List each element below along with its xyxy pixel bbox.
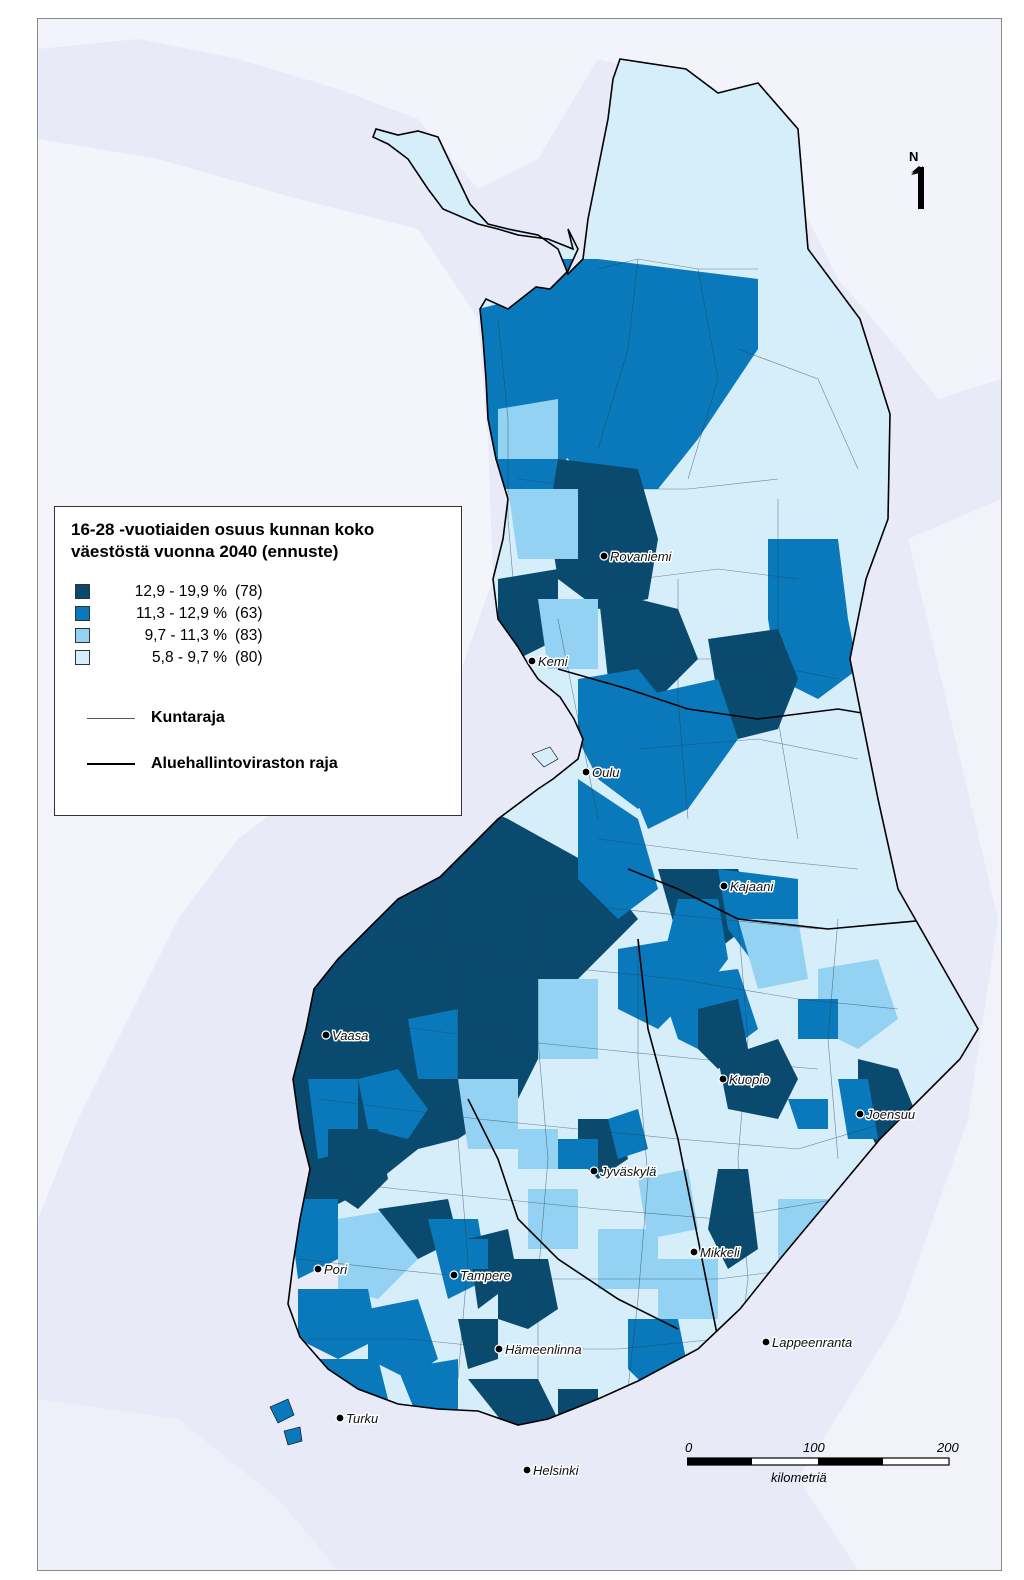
city-tampere: Tampere <box>449 1267 512 1285</box>
legend-region-border-label: Aluehallintoviraston raja <box>151 755 338 772</box>
legend-swatch-4 <box>75 650 90 665</box>
finland-outline <box>287 58 979 1426</box>
city-helsinki: Helsinki <box>522 1462 581 1480</box>
city-rovaniemi: Rovaniemi <box>599 548 674 566</box>
legend-swatch-2 <box>75 606 90 621</box>
scale-tick-0: 0 <box>685 1440 693 1455</box>
legend-count-4: (80) <box>235 649 263 666</box>
city-dot <box>522 1465 532 1475</box>
legend-title-line-2: väestöstä vuonna 2040 (ennuste) <box>71 542 339 561</box>
city-label: Mikkeli <box>700 1245 741 1260</box>
city-dot <box>718 1074 728 1084</box>
legend-class-1: 12,9 - 19,9 % (78) <box>75 583 263 601</box>
legend-class-4: 5,8 - 9,7 % (80) <box>75 649 263 667</box>
city-label: Helsinki <box>533 1463 580 1478</box>
legend-class-2: 11,3 - 12,9 % (63) <box>75 605 263 623</box>
city-label: Kemi <box>538 654 569 669</box>
city-turku: Turku <box>335 1410 380 1428</box>
city-dot <box>589 1166 599 1176</box>
legend-count-1: (78) <box>235 583 263 600</box>
scale-tick-100: 100 <box>803 1440 825 1455</box>
north-arrow: N <box>903 149 933 213</box>
legend-swatch-1 <box>75 584 90 599</box>
city-label: Kuopio <box>729 1072 769 1087</box>
city-vaasa: Vaasa <box>321 1027 370 1045</box>
city-label: Lappeenranta <box>772 1335 852 1350</box>
city-hämeenlinna: Hämeenlinna <box>494 1341 583 1359</box>
city-dot <box>599 551 609 561</box>
city-label: Turku <box>346 1411 378 1426</box>
city-mikkeli: Mikkeli <box>689 1244 742 1262</box>
city-label: Tampere <box>460 1268 511 1283</box>
city-joensuu: Joensuu <box>855 1106 917 1124</box>
legend-swatch-3 <box>75 628 90 643</box>
city-dot <box>689 1247 699 1257</box>
city-label: Pori <box>324 1262 348 1277</box>
city-dot <box>719 881 729 891</box>
city-dot <box>449 1270 459 1280</box>
city-dot <box>527 656 537 666</box>
city-dot <box>313 1264 323 1274</box>
city-label: Vaasa <box>332 1028 368 1043</box>
city-dot <box>321 1030 331 1040</box>
city-dot <box>581 767 591 777</box>
legend-range-2: 11,3 - 12,9 % <box>135 605 227 622</box>
scale-bar-box: 0 100 200 kilometriä <box>685 1440 959 1492</box>
city-dot <box>761 1337 771 1347</box>
scale-tick-200: 200 <box>937 1440 959 1455</box>
city-dot <box>855 1109 865 1119</box>
region-borders <box>467 668 939 1340</box>
legend-range-3: 9,7 - 11,3 % <box>144 627 227 644</box>
city-dot <box>494 1344 504 1354</box>
city-kemi: Kemi <box>527 653 570 671</box>
city-oulu: Oulu <box>581 764 621 782</box>
region-border-line-icon <box>87 763 135 765</box>
islands <box>269 746 559 1446</box>
city-kajaani: Kajaani <box>719 878 776 896</box>
city-kuopio: Kuopio <box>718 1071 771 1089</box>
legend-municipal-border-label: Kuntaraja <box>151 709 225 726</box>
city-pori: Pori <box>313 1261 350 1279</box>
city-label: Kajaani <box>730 879 774 894</box>
north-arrow-icon <box>911 166 924 209</box>
legend-count-2: (63) <box>235 605 263 622</box>
city-label: Jyväskylä <box>599 1164 656 1179</box>
legend-title: 16-28 -vuotiaiden osuus kunnan koko väes… <box>71 519 451 563</box>
municipal-borders <box>297 258 899 1399</box>
city-label: Hämeenlinna <box>505 1342 582 1357</box>
city-dot <box>335 1413 345 1423</box>
legend-range-4: 5,8 - 9,7 % <box>152 649 227 666</box>
city-label: Oulu <box>592 765 619 780</box>
city-label: Rovaniemi <box>610 549 673 564</box>
map-legend: 16-28 -vuotiaiden osuus kunnan koko väes… <box>54 506 462 816</box>
municipal-border-line-icon <box>87 718 135 719</box>
city-lappeenranta: Lappeenranta <box>761 1334 854 1352</box>
legend-title-line-1: 16-28 -vuotiaiden osuus kunnan koko <box>71 520 375 539</box>
scale-unit: kilometriä <box>771 1470 827 1485</box>
city-jyväskylä: Jyväskylä <box>589 1163 658 1181</box>
city-markers: Rovaniemi Kemi Oulu Kajaani Vaasa Kuopio Joens… <box>313 548 917 1480</box>
north-letter: N <box>909 149 919 164</box>
legend-range-1: 12,9 - 19,9 % <box>134 583 227 600</box>
legend-count-3: (83) <box>235 627 263 644</box>
city-label: Joensuu <box>865 1107 915 1122</box>
scale-bar-graphic <box>687 1457 950 1466</box>
legend-class-3: 9,7 - 11,3 % (83) <box>75 627 263 645</box>
